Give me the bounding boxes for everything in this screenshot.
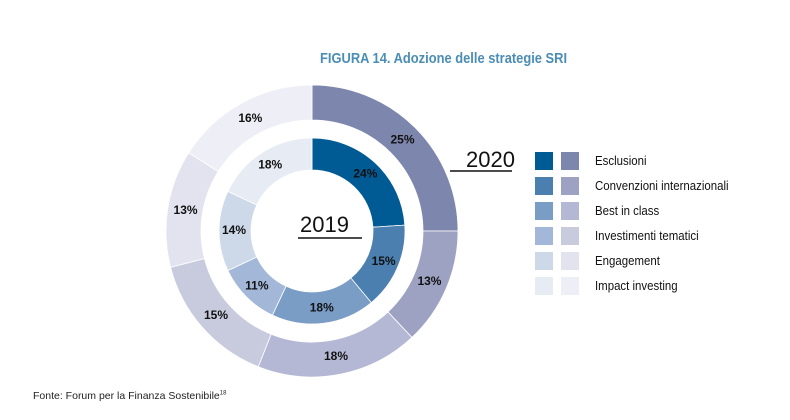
legend-item: Engagement: [535, 248, 747, 273]
legend-label: Esclusioni: [595, 153, 647, 168]
legend-label: Convenzioni internazionali: [595, 178, 729, 193]
slice-2019-impact-investing: [227, 137, 313, 206]
slice-2020-impact-investing: [188, 84, 313, 173]
legend-swatch-2019: [535, 151, 553, 170]
data-label-2020-4: 13%: [174, 203, 198, 217]
data-label-2019-5: 18%: [258, 157, 282, 171]
legend-item: Esclusioni: [535, 148, 747, 173]
slice-2020-best-in-class: [257, 311, 413, 378]
data-label-2019-1: 15%: [372, 254, 396, 268]
legend-item: Best in class: [535, 198, 747, 223]
legend-label: Impact investing: [595, 278, 678, 293]
legend-label: Engagement: [595, 253, 660, 268]
legend-swatch-2020: [561, 226, 579, 245]
year-label-2019: 2019: [300, 212, 349, 237]
data-label-2019-2: 18%: [310, 301, 334, 315]
legend-swatch-2020: [561, 176, 579, 195]
legend-swatch-2020: [561, 276, 579, 295]
legend-swatch-2019: [535, 251, 553, 270]
data-label-2019-3: 11%: [245, 278, 269, 292]
legend-swatch-2020: [561, 201, 579, 220]
chart-title: FIGURA 14. Adozione delle strategie SRI: [320, 50, 568, 67]
source-note: Fonte: Forum per la Finanza Sostenibile1…: [33, 390, 226, 402]
source-footnote: 18: [219, 390, 227, 397]
legend-swatch-2019: [535, 226, 553, 245]
data-label-2020-1: 13%: [417, 274, 441, 288]
legend-swatch-2019: [535, 276, 553, 295]
data-label-2019-4: 14%: [222, 223, 246, 237]
legend-swatch-2020: [561, 251, 579, 270]
legend-label: Best in class: [595, 203, 660, 218]
data-label-2020-2: 18%: [324, 349, 348, 363]
data-label-2020-5: 16%: [238, 111, 262, 125]
legend-swatch-2019: [535, 201, 553, 220]
year-label-2020: 2020: [466, 147, 515, 172]
legend-item: Convenzioni internazionali: [535, 173, 747, 198]
legend: Esclusioni Convenzioni internazionali Best…: [535, 148, 747, 298]
legend-item: Investimenti tematici: [535, 223, 747, 248]
legend-item: Impact investing: [535, 273, 747, 298]
legend-swatch-2020: [561, 151, 579, 170]
source-text: Fonte: Forum per la Finanza Sostenibile: [33, 390, 220, 402]
data-label-2019-0: 24%: [353, 166, 377, 180]
data-label-2020-0: 25%: [390, 133, 414, 147]
legend-label: Investimenti tematici: [595, 228, 699, 243]
data-label-2020-3: 15%: [204, 308, 228, 322]
legend-swatch-2019: [535, 176, 553, 195]
